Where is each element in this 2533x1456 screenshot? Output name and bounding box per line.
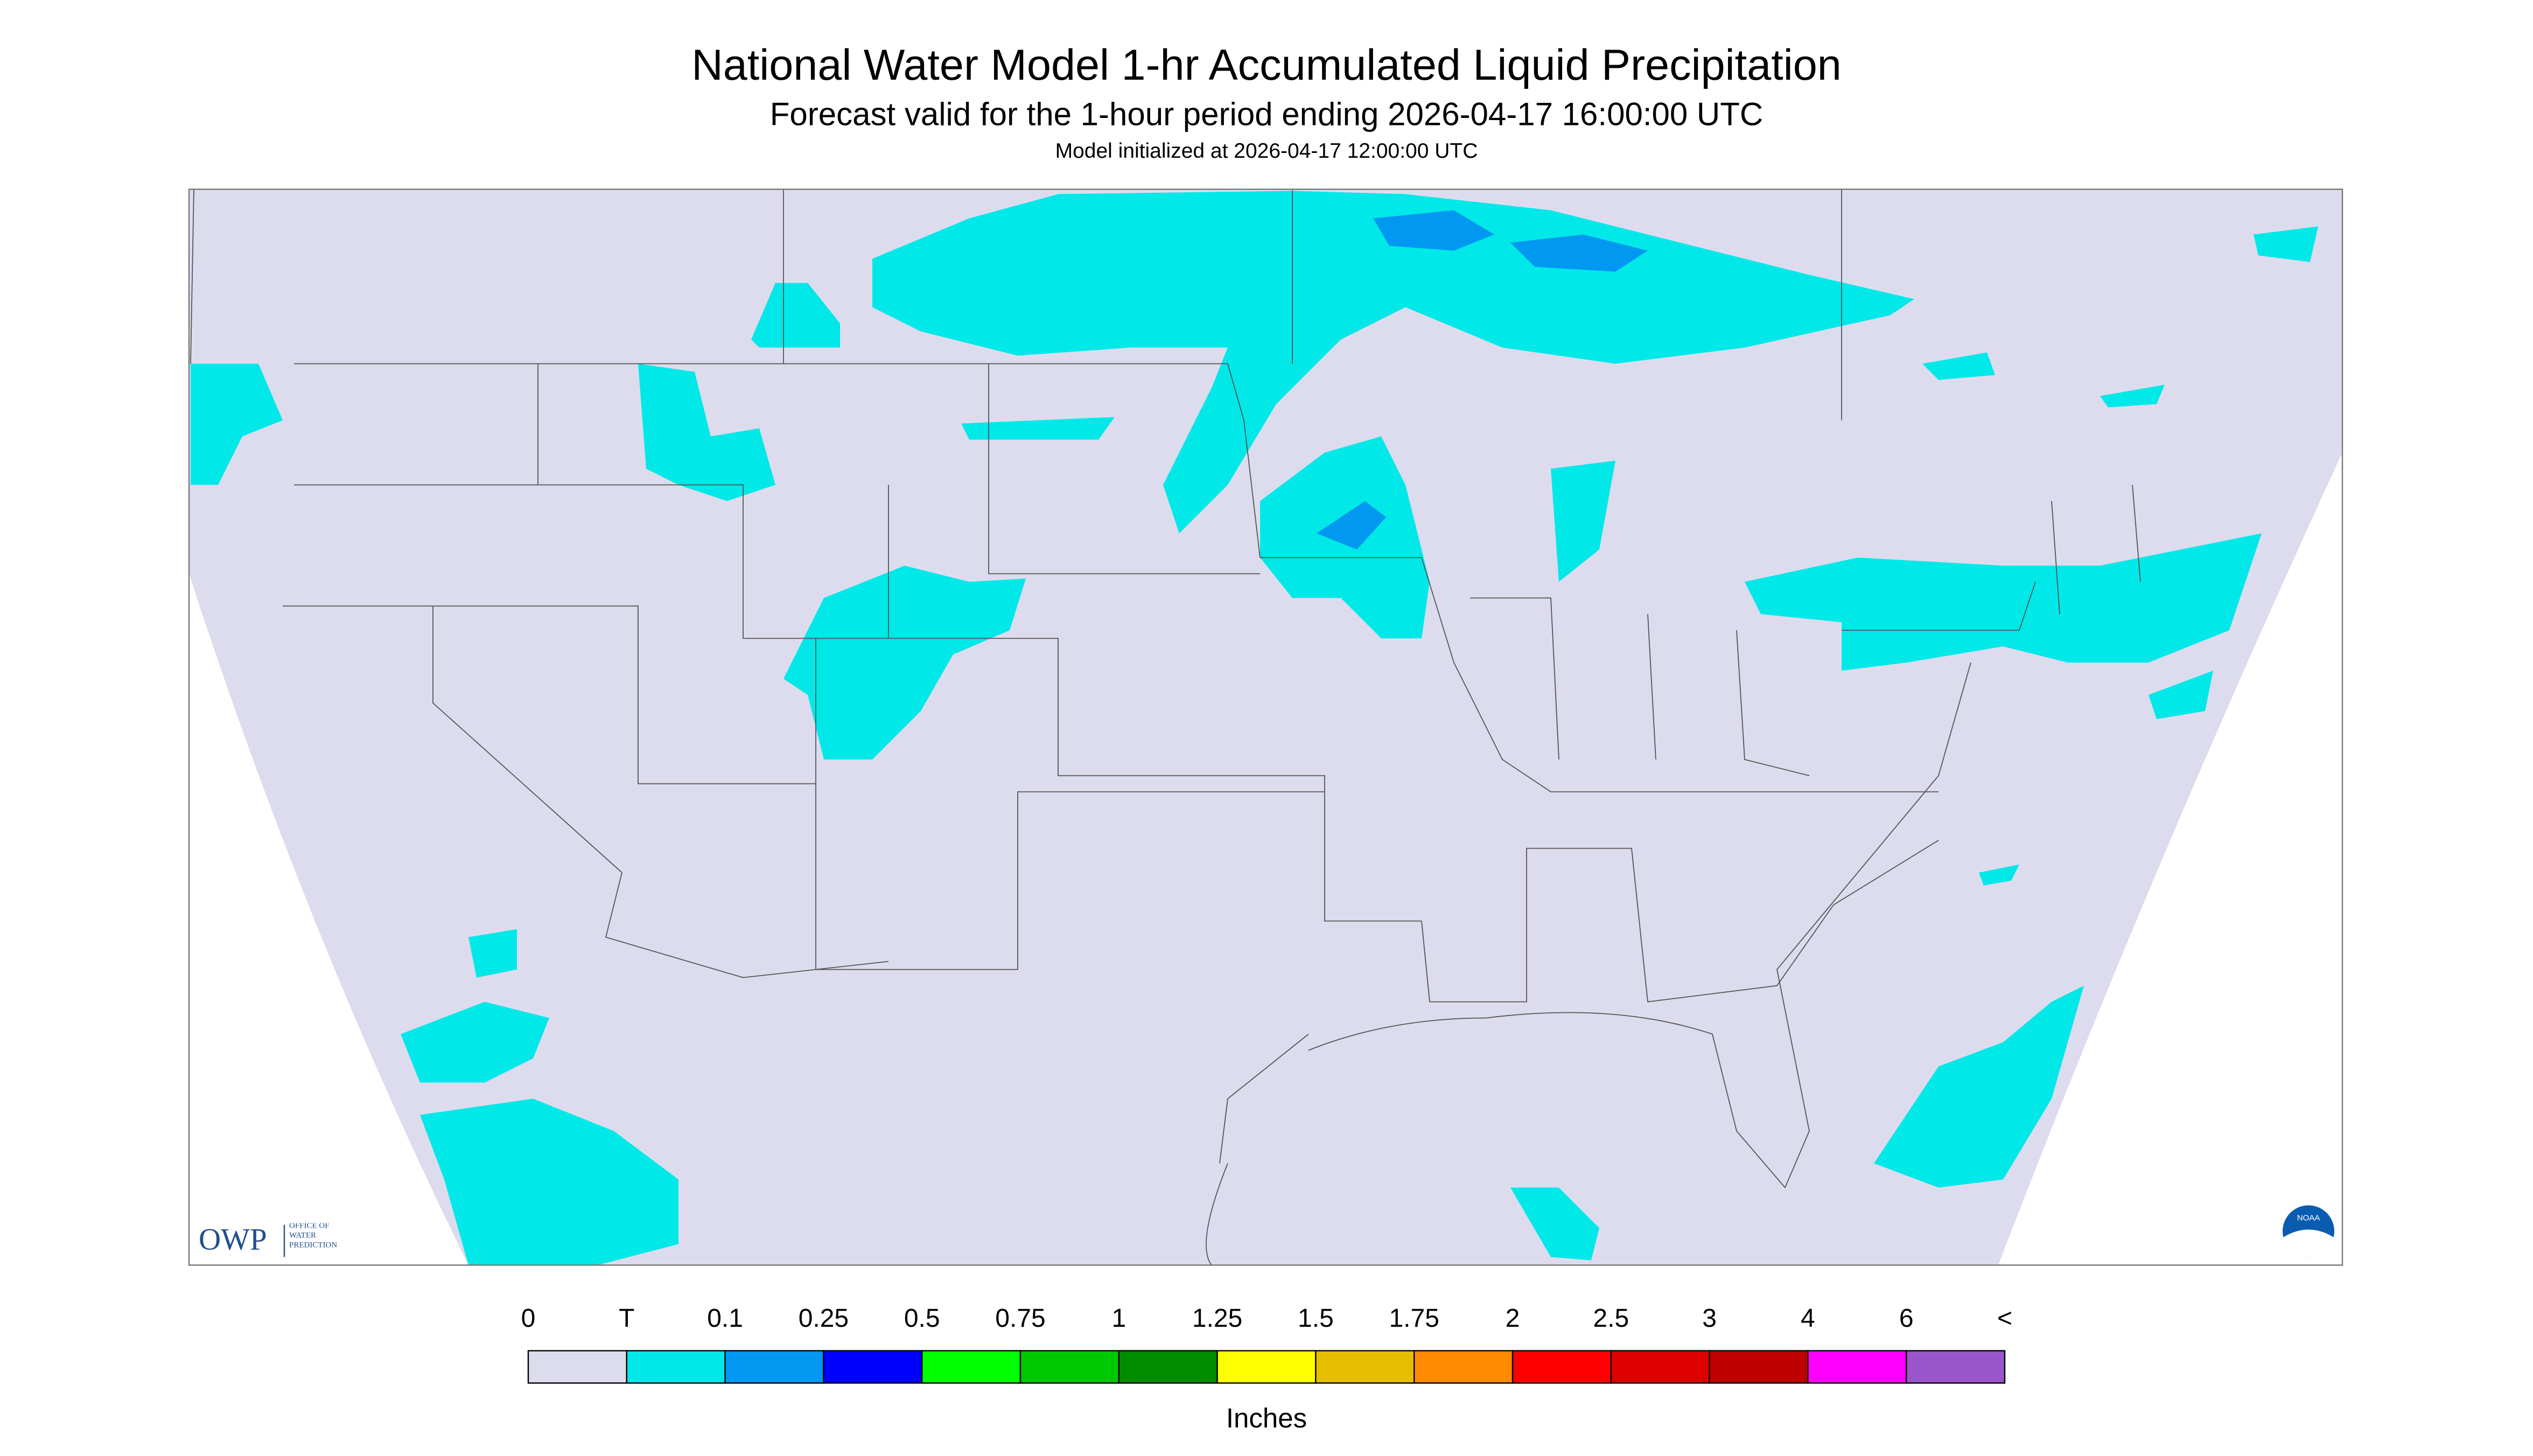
legend-label: 1: [1111, 1304, 1126, 1333]
legend-swatch: [1414, 1350, 1514, 1384]
legend-swatch: [724, 1350, 824, 1384]
legend-label: 0.25: [799, 1304, 849, 1333]
legend-label: 4: [1801, 1304, 1815, 1333]
legend-swatch: [1610, 1350, 1710, 1384]
legend-swatch: [527, 1350, 628, 1384]
legend-label: <: [1997, 1304, 2012, 1333]
legend-label: 2.5: [1593, 1304, 1629, 1333]
legend-swatch: [1905, 1350, 2006, 1384]
legend-label: 1.5: [1298, 1304, 1334, 1333]
noaa-logo: NOAA: [2283, 1205, 2334, 1257]
noaa-logo-text: NOAA: [2297, 1213, 2320, 1222]
title: National Water Model 1-hr Accumulated Li…: [691, 41, 1842, 89]
legend-swatch: [1315, 1350, 1415, 1384]
init-time: Model initialized at 2026-04-17 12:00:00…: [1055, 139, 1478, 163]
legend-label: T: [619, 1304, 634, 1333]
legend-label: 1.75: [1389, 1304, 1439, 1333]
legend-swatch: [1118, 1350, 1218, 1384]
color-legend: 0 T 0.1 0.25 0.5 0.75 1 1.25 1.5 1.75 2 2.5 3 4 6 <: [521, 1304, 2012, 1384]
legend-swatch: [1512, 1350, 1612, 1384]
map: [188, 188, 2343, 1266]
owp-logo-caption: OFFICE OF WATER PREDICTION: [289, 1223, 338, 1251]
legend-label: 1.25: [1192, 1304, 1242, 1333]
precip-areas: [191, 191, 2318, 1265]
legend-swatch: [1019, 1350, 1120, 1384]
owp-logo: OWP OFFICE OF WATER PREDICTION: [199, 1223, 338, 1257]
legend-swatch: [626, 1350, 726, 1384]
legend-label: 0: [521, 1304, 536, 1333]
state-borders: [190, 189, 2141, 1266]
legend-swatch: [1216, 1350, 1317, 1384]
owp-logo-text: OWP: [199, 1223, 267, 1257]
legend-label: 3: [1702, 1304, 1717, 1333]
legend-swatch: [823, 1350, 923, 1384]
legend-label: 2: [1506, 1304, 1520, 1333]
legend-units: Inches: [1226, 1403, 1307, 1433]
legend-swatch: [1709, 1350, 1809, 1384]
subtitle: Forecast valid for the 1-hour period end…: [770, 96, 1763, 132]
legend-label: 0.75: [995, 1304, 1045, 1333]
legend-label: 6: [1899, 1304, 1914, 1333]
legend-label: 0.1: [707, 1304, 743, 1333]
legend-label: 0.5: [904, 1304, 940, 1333]
legend-swatch: [921, 1350, 1021, 1384]
legend-swatch: [1807, 1350, 1907, 1384]
